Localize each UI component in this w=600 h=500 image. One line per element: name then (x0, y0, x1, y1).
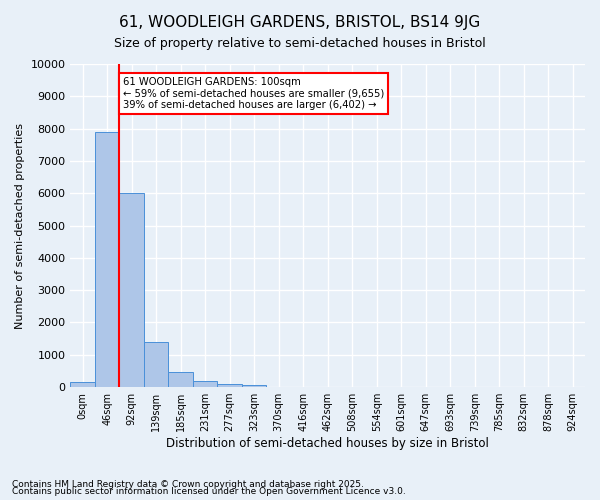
Bar (193, 380, 217, 387)
Bar (144, 342, 169, 387)
Text: Contains public sector information licensed under the Open Government Licence v3: Contains public sector information licen… (12, 487, 406, 496)
Bar (70, 382, 95, 387)
Bar (95, 132, 119, 387)
Text: Size of property relative to semi-detached houses in Bristol: Size of property relative to semi-detach… (114, 38, 486, 51)
Y-axis label: Number of semi-detached properties: Number of semi-detached properties (15, 122, 25, 328)
Text: Contains HM Land Registry data © Crown copyright and database right 2025.: Contains HM Land Registry data © Crown c… (12, 480, 364, 489)
X-axis label: Distribution of semi-detached houses by size in Bristol: Distribution of semi-detached houses by … (166, 437, 489, 450)
Text: 61, WOODLEIGH GARDENS, BRISTOL, BS14 9JG: 61, WOODLEIGH GARDENS, BRISTOL, BS14 9JG (119, 15, 481, 30)
Bar (217, 384, 242, 387)
Bar (119, 193, 144, 387)
Bar (242, 386, 266, 387)
Bar (169, 372, 193, 387)
Text: 61 WOODLEIGH GARDENS: 100sqm
← 59% of semi-detached houses are smaller (9,655)
3: 61 WOODLEIGH GARDENS: 100sqm ← 59% of se… (123, 77, 385, 110)
